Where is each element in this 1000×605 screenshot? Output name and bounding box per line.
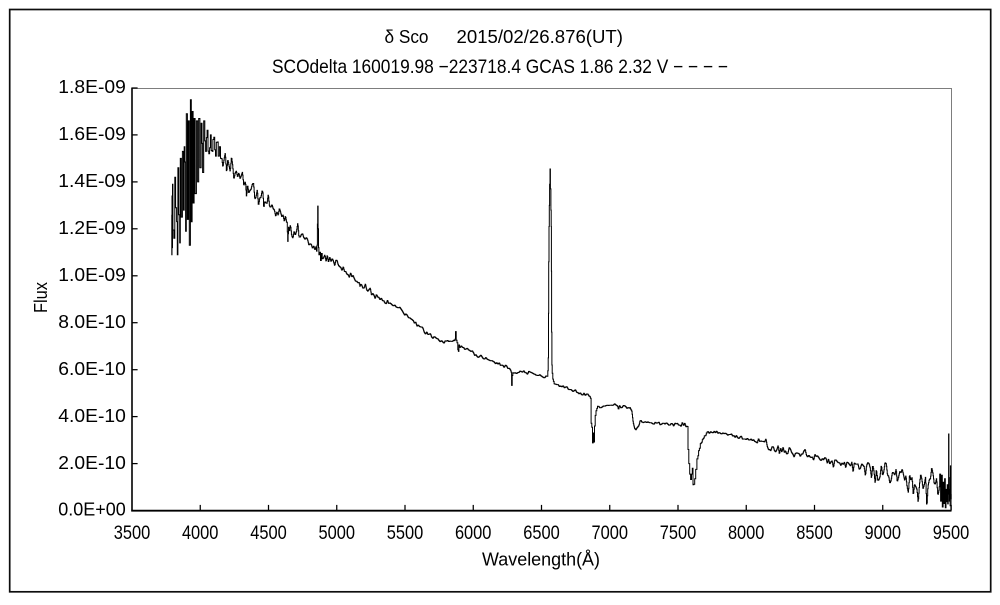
svg-text:1.8E-09: 1.8E-09 (58, 76, 126, 97)
svg-text:4.0E-10: 4.0E-10 (58, 405, 126, 426)
svg-text:5500: 5500 (387, 523, 424, 544)
svg-text:δ Sco: δ Sco (385, 26, 429, 47)
svg-text:1.0E-09: 1.0E-09 (58, 264, 126, 285)
svg-text:5000: 5000 (319, 523, 356, 544)
svg-text:7500: 7500 (660, 523, 697, 544)
svg-text:SCOdelta 160019.98 −223718.4 G: SCOdelta 160019.98 −223718.4 GCAS 1.86 2… (272, 56, 728, 78)
svg-text:8000: 8000 (728, 523, 765, 544)
svg-text:7000: 7000 (592, 523, 629, 544)
svg-text:6500: 6500 (523, 523, 560, 544)
svg-text:2015/02/26.876(UT): 2015/02/26.876(UT) (457, 26, 624, 47)
svg-text:8500: 8500 (796, 523, 833, 544)
svg-text:2.0E-10: 2.0E-10 (58, 452, 126, 473)
svg-text:8.0E-10: 8.0E-10 (58, 311, 126, 332)
svg-text:6.0E-10: 6.0E-10 (58, 358, 126, 379)
svg-text:1.2E-09: 1.2E-09 (58, 217, 126, 238)
svg-text:1.4E-09: 1.4E-09 (58, 170, 126, 191)
svg-text:Flux: Flux (30, 281, 51, 313)
svg-text:6000: 6000 (455, 523, 492, 544)
svg-text:Wavelength(Å): Wavelength(Å) (482, 550, 600, 570)
svg-text:4000: 4000 (182, 523, 219, 544)
svg-text:3500: 3500 (114, 523, 151, 544)
svg-text:1.6E-09: 1.6E-09 (58, 123, 126, 144)
svg-text:0.0E+00: 0.0E+00 (58, 499, 126, 520)
svg-text:4500: 4500 (250, 523, 287, 544)
svg-text:9000: 9000 (865, 523, 902, 544)
svg-text:9500: 9500 (933, 523, 970, 544)
